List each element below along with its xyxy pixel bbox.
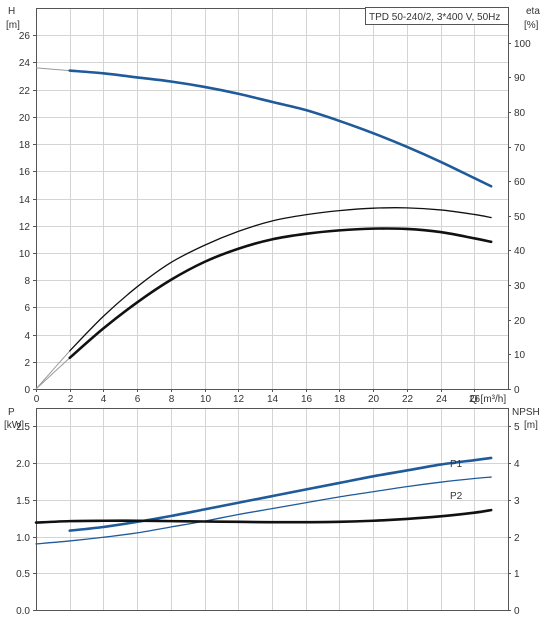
head-tick-label: 16 — [19, 167, 31, 178]
efficiency-tick-label: 50 — [514, 212, 526, 223]
efficiency-tick-label: 40 — [514, 246, 526, 257]
power-tick-label: 1.5 — [16, 496, 30, 507]
head-lead-segment — [35, 67, 70, 72]
curves — [34, 67, 493, 545]
x-tick-label: 14 — [267, 394, 279, 405]
efficiency-tick-label: 20 — [514, 316, 526, 327]
power-tick-label: 2.5 — [16, 422, 30, 433]
p1-series-label: P1 — [450, 459, 463, 470]
npsh-tick-label: 3 — [514, 496, 520, 507]
head-tick-label: 0 — [24, 385, 30, 396]
p2-curve — [35, 476, 492, 545]
head-tick-label: 2 — [24, 358, 30, 369]
info-box-frame — [365, 7, 509, 25]
npsh-tick-label: 5 — [514, 422, 520, 433]
x-tick-label: 16 — [301, 394, 313, 405]
x-tick-label: 8 — [169, 394, 175, 405]
x-tick-label: 2 — [68, 394, 74, 405]
x-tick-label: 6 — [135, 394, 141, 405]
efficiency-tick-label: 70 — [514, 143, 526, 154]
head-tick-label: 10 — [19, 249, 31, 260]
power-tick-label: 1.0 — [16, 533, 30, 544]
npsh-axis-unit: [m] — [524, 420, 538, 431]
x-tick-label: 10 — [200, 394, 212, 405]
head-tick-label: 4 — [24, 331, 30, 342]
info-box-text: TPD 50-240/2, 3*400 V, 50Hz — [369, 12, 500, 23]
npsh-tick-label: 0 — [514, 606, 520, 617]
tick-labels: 0 2 4 6 8 10 12 14 16 18 20 22 24 2602468101214161820… — [16, 31, 531, 617]
efficiency-tick-label: 0 — [514, 385, 520, 396]
p2-series-label: P2 — [450, 491, 463, 502]
head-tick-label: 26 — [19, 31, 31, 42]
efficiency-tick-label: 10 — [514, 350, 526, 361]
bottom-plot-frame — [36, 408, 509, 611]
x-tick-label: 24 — [436, 394, 448, 405]
npsh-tick-label: 2 — [514, 533, 520, 544]
x-tick-label: 26 — [469, 394, 481, 405]
efficiency-tick-label: 60 — [514, 177, 526, 188]
x-tick-label: 20 — [368, 394, 380, 405]
x-tick-label: 22 — [402, 394, 414, 405]
x-tick-label: 18 — [334, 394, 346, 405]
head-tick-label: 6 — [24, 303, 30, 314]
npsh-curve — [34, 508, 493, 524]
head-curve — [68, 69, 493, 188]
power-axis-label: P — [8, 407, 15, 418]
head-tick-label: 20 — [19, 113, 31, 124]
efficiency-tick-label: 90 — [514, 73, 526, 84]
efficiency-axis-unit: [%] — [524, 20, 539, 31]
efficiency_hydraulic-lead-segment — [35, 357, 71, 390]
head-axis-unit: [m] — [6, 20, 20, 31]
info-box: TPD 50-240/2, 3*400 V, 50Hz — [365, 7, 509, 25]
x-tick-label: 0 — [34, 394, 40, 405]
top-grid — [36, 8, 508, 389]
head-tick-label: 14 — [19, 195, 31, 206]
x-tick-label: 4 — [101, 394, 107, 405]
npsh-axis-label: NPSH — [512, 407, 540, 418]
power-tick-label: 0.0 — [16, 606, 30, 617]
x-tick-label: 12 — [233, 394, 245, 405]
npsh-tick-label: 1 — [514, 569, 520, 580]
head-tick-label: 8 — [24, 276, 30, 287]
power-tick-label: 0.5 — [16, 569, 30, 580]
efficiency_overall-curve — [69, 207, 492, 352]
head-tick-label: 24 — [19, 58, 31, 69]
efficiency-tick-label: 80 — [514, 108, 526, 119]
power-axis-unit: [kW] — [4, 420, 24, 431]
efficiency-axis-label: eta — [526, 6, 540, 17]
head-tick-label: 22 — [19, 86, 31, 97]
efficiency-tick-label: 100 — [514, 39, 531, 50]
efficiency-tick-label: 30 — [514, 281, 526, 292]
head-axis-label: H — [8, 6, 15, 17]
npsh-tick-label: 4 — [514, 459, 520, 470]
head-tick-label: 12 — [19, 222, 31, 233]
power-tick-label: 2.0 — [16, 459, 30, 470]
head-tick-label: 18 — [19, 140, 31, 151]
flow-axis-label: Q [m³/h] — [470, 394, 506, 405]
efficiency_hydraulic-curve — [68, 227, 493, 360]
